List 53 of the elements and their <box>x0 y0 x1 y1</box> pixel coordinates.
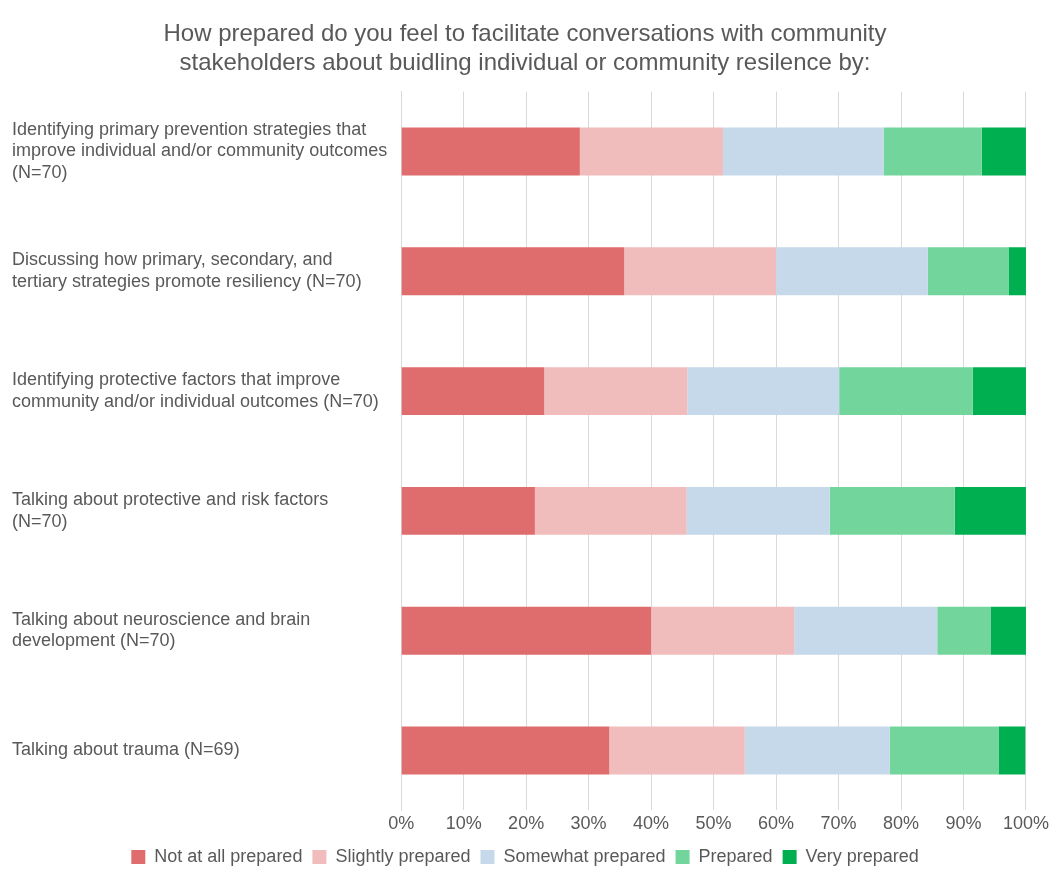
bar <box>927 247 1009 296</box>
legend-label: Prepared <box>698 845 773 866</box>
bar <box>990 606 1026 655</box>
x-tick-label: 60% <box>758 813 795 834</box>
bar <box>687 367 840 416</box>
x-tick-label: 100% <box>1002 813 1049 834</box>
bar <box>609 726 745 775</box>
bar <box>1008 247 1026 296</box>
bar <box>829 486 955 535</box>
bar <box>883 127 982 176</box>
x-tick-label: 50% <box>695 813 732 834</box>
chart-title: How prepared do you feel to facilitate conversations with community stakeholders about buidling individual or community resilence by: <box>163 19 887 75</box>
bar <box>401 367 545 416</box>
bar <box>998 726 1026 775</box>
bar <box>744 726 890 775</box>
bar <box>722 127 884 176</box>
bar <box>972 367 1026 416</box>
bar <box>534 486 687 535</box>
bar <box>401 247 625 296</box>
bar <box>579 127 723 176</box>
bar <box>401 486 535 535</box>
x-tick-label: 20% <box>508 813 545 834</box>
bar <box>839 367 973 416</box>
bar <box>889 726 999 775</box>
bar <box>401 606 652 655</box>
bar <box>937 606 991 655</box>
x-tick-label: 40% <box>633 813 670 834</box>
x-tick-label: 10% <box>445 813 482 834</box>
legend-label: Not at all prepared <box>154 845 303 866</box>
bar <box>981 127 1026 176</box>
x-tick-label: 90% <box>945 813 982 834</box>
bar <box>401 726 610 775</box>
x-tick-label: 70% <box>820 813 857 834</box>
legend-label: Somewhat prepared <box>503 845 666 866</box>
y-tick-label: Talking about neuroscience and brain development (N=70) <box>12 608 311 651</box>
bar <box>776 247 928 296</box>
bar <box>624 247 777 296</box>
x-tick-label: 80% <box>883 813 920 834</box>
bar <box>544 367 688 416</box>
bar <box>401 127 580 176</box>
bar <box>651 606 795 655</box>
y-tick-label: Identifying protective factors that improve community and/or individual outcomes (N=70) <box>12 369 379 411</box>
bar <box>794 606 938 655</box>
legend-label: Slightly prepared <box>335 845 471 866</box>
bar <box>686 486 830 535</box>
x-tick-label: 30% <box>570 813 607 834</box>
legend-label: Very prepared <box>805 845 919 866</box>
y-tick-label: Talking about protective and risk factors (N=70) <box>12 489 329 531</box>
y-tick-label: Discussing how primary, secondary, and tertiary strategies promote resiliency (N=70) <box>12 249 362 292</box>
y-tick-label: Identifying primary prevention strategies that improve individual and/or community outcomes (N=70) <box>12 118 388 183</box>
x-tick-label: 0% <box>388 813 415 834</box>
y-tick-label: Talking about trauma (N=69) <box>12 739 240 760</box>
bar <box>954 486 1026 535</box>
